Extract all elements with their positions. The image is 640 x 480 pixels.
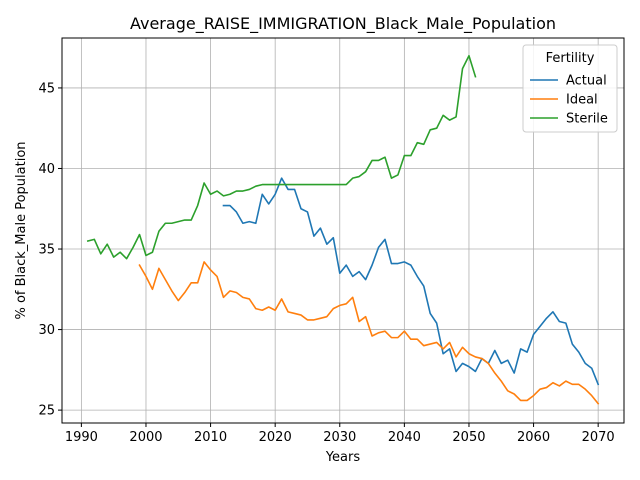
series-line-actual [222, 177, 600, 386]
legend-entries: Actual Ideal Sterile [530, 74, 608, 127]
legend-entry-actual: Actual [530, 74, 607, 89]
x-tick-label: 2060 [517, 430, 550, 445]
x-axis-ticks: 1990 2000 2010 2020 2030 2040 2050 2060 2070 [65, 423, 615, 445]
y-tick-label: 25 [38, 404, 55, 419]
y-tick-label: 35 [38, 243, 55, 258]
x-tick-label: 2040 [388, 430, 421, 445]
x-tick-label: 2070 [582, 430, 615, 445]
y-tick-label: 45 [38, 81, 55, 96]
x-axis-label: Years [325, 450, 361, 465]
y-tick-label: 40 [38, 162, 55, 177]
series-line-sterile [86, 54, 477, 260]
legend-entry-sterile: Sterile [530, 112, 608, 127]
x-tick-label: 1990 [65, 430, 98, 445]
legend-label-ideal: Ideal [566, 93, 598, 108]
x-tick-label: 2010 [194, 430, 227, 445]
plot-series [86, 54, 600, 405]
y-axis-ticks: 25 30 35 40 45 [38, 81, 62, 419]
legend-label-sterile: Sterile [566, 112, 608, 127]
x-tick-label: 2030 [323, 430, 356, 445]
x-tick-label: 2000 [129, 430, 162, 445]
legend-label-actual: Actual [566, 74, 607, 89]
x-tick-label: 2050 [452, 430, 485, 445]
legend-entry-ideal: Ideal [530, 93, 598, 108]
x-tick-label: 2020 [259, 430, 292, 445]
legend-title: Fertility [546, 51, 595, 66]
chart-title: Average_RAISE_IMMIGRATION_Black_Male_Pop… [130, 14, 556, 34]
y-tick-label: 30 [38, 323, 55, 338]
y-axis-label: % of Black_Male Population [14, 141, 29, 319]
series-line-ideal [138, 261, 600, 405]
legend: Fertility Actual Ideal Sterile [522, 44, 618, 133]
legend-box [522, 44, 618, 133]
plot-area-frame [61, 37, 625, 424]
